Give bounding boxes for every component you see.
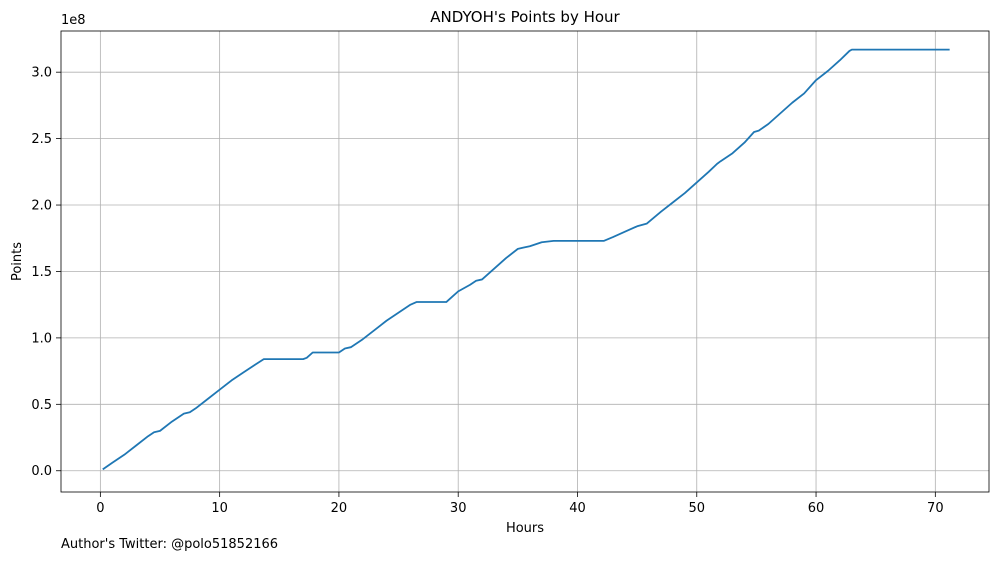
author-twitter-footer: Author's Twitter: @polo51852166 (61, 537, 279, 552)
y-tick-label: 2.5 (31, 132, 52, 147)
x-tick-label: 30 (450, 501, 467, 516)
x-tick-label: 50 (688, 501, 705, 516)
y-tick-label: 0.5 (31, 398, 52, 413)
y-axis-offset-label: 1e8 (61, 13, 86, 28)
grid-lines (61, 31, 989, 492)
chart-title: ANDYOH's Points by Hour (430, 8, 620, 26)
x-tick-label: 60 (808, 501, 825, 516)
x-tick-label: 0 (96, 501, 104, 516)
x-tick-label: 70 (927, 501, 944, 516)
y-tick-label: 3.0 (31, 66, 52, 81)
y-tick-label: 1.0 (31, 331, 52, 346)
x-axis-label: Hours (506, 521, 544, 536)
y-axis-label: Points (10, 242, 25, 281)
y-tick-label: 0.0 (31, 464, 52, 479)
plot-frame (60, 30, 990, 493)
y-axis-ticks: 0.0 0.5 1.0 1.5 2.0 2.5 3.0 (31, 66, 61, 479)
series-line (102, 48, 950, 471)
x-tick-label: 10 (211, 501, 228, 516)
y-tick-label: 2.0 (31, 199, 52, 214)
x-axis-ticks: 0 10 20 30 40 50 60 70 (96, 492, 944, 516)
y-tick-label: 1.5 (31, 265, 52, 280)
x-tick-label: 40 (569, 501, 586, 516)
x-tick-label: 20 (331, 501, 348, 516)
